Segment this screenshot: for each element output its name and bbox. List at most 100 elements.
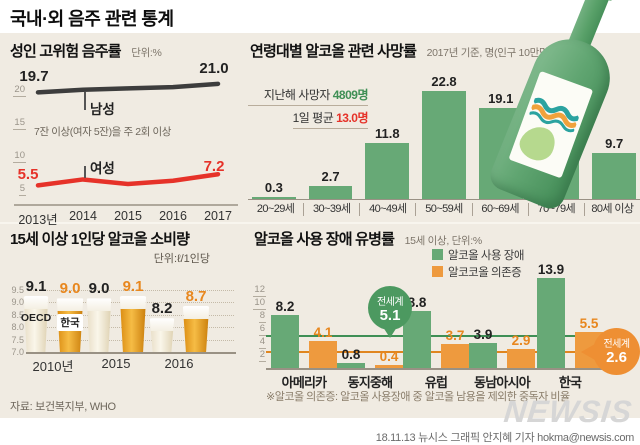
female-series-label: 여성: [90, 161, 115, 177]
legend-item-disorder: 알코올 사용 장애: [432, 246, 524, 263]
credit-line: 18.11.13 뉴시스 그래픽 안지혜 기자 hokma@newsis.com: [375, 432, 635, 444]
footer: [0, 418, 640, 445]
death-rate-bar: [422, 90, 466, 199]
y-axis-tick: 7.0: [11, 347, 24, 357]
y-axis-tick: 9.0: [11, 297, 24, 308]
death-toll-annotation: 지난해 사망자 4809명 1일 평균 13.0명: [248, 86, 369, 129]
female-label-connector: [84, 166, 86, 179]
x-axis-label: 2015: [114, 209, 142, 223]
region-label: 동남아시아: [474, 375, 531, 390]
y-axis-tick: 8.0: [11, 322, 24, 333]
legend-swatch-orange: [432, 266, 443, 277]
dependence-value-label: 0.4: [379, 349, 399, 365]
bottle-label: [508, 70, 594, 179]
beer-liquid: [86, 311, 112, 352]
beer-foam: [119, 295, 147, 309]
legend-swatch-green: [432, 249, 443, 260]
disorder-bar: [271, 314, 299, 368]
chart-footnote: ※알코올 의존증: 알코올 사용장애 중 알코올 남용을 제외한 중독자 비율: [266, 391, 570, 403]
disorder-bar: [537, 277, 565, 368]
legend-label: 알코코올 의존증: [448, 266, 522, 279]
disorder-bar: [337, 362, 365, 368]
beer-glass-korea: [182, 305, 210, 352]
line-chart-svg: [14, 81, 238, 206]
dependence-value-label: 3.7: [445, 327, 465, 343]
data-source: 자료: 보건복지부, WHO: [10, 401, 116, 413]
x-axis-label: 2016: [159, 209, 187, 223]
label-mountain-icon: [514, 120, 561, 166]
world-average-balloon-dependence: 전세계 2.6: [593, 328, 640, 375]
unit-label: 15세 이상, 단위:%: [404, 235, 483, 247]
beer-liquid: [182, 318, 210, 352]
male-end-value: 21.0: [199, 60, 229, 77]
section-title-row: 성인 고위험 음주률 단위:%: [10, 40, 162, 61]
region-label: 동지중해: [347, 375, 393, 390]
annotation-value: 13.0명: [336, 111, 368, 125]
balloon-value: 5.1: [379, 307, 401, 324]
year-label: 2010년: [32, 359, 74, 374]
y-tick-value: 20: [13, 84, 26, 98]
y-tick-value: 8: [258, 310, 266, 323]
series-line-남성: [35, 81, 221, 95]
disorder-value-label: 3.9: [473, 326, 493, 342]
y-tick-value: 10: [253, 297, 266, 310]
dependence-bar: [309, 341, 337, 368]
y-axis-tick: 4: [252, 336, 266, 349]
female-end-value: 7.2: [203, 158, 225, 175]
annotation-line-1: 지난해 사망자 4809명: [248, 86, 369, 106]
death-rate-bar: [252, 197, 296, 199]
bar-value-label: 2.7: [321, 169, 340, 185]
age-group-label: 80세 이상: [583, 203, 640, 216]
chart-legend: 알코올 사용 장애 알코코올 의존증: [432, 246, 524, 280]
section-high-risk-drinking: 성인 고위험 음주률 단위:% 20 15 10 5 2013년 2014 2015 2016…: [8, 40, 242, 227]
male-start-value: 19.7: [19, 68, 49, 85]
male-series-label: 남성: [90, 101, 115, 117]
y-tick-value: 4: [258, 336, 266, 349]
age-group-label: 30~39세: [303, 203, 359, 216]
disorder-value-label: 8.8: [407, 294, 427, 310]
x-axis-label: 2014: [69, 209, 97, 223]
beer-glass-oecd: [149, 318, 175, 352]
x-axis-label: 2017: [204, 209, 232, 223]
balloon-label: 전세계: [603, 339, 630, 350]
beer-foam: [56, 298, 84, 312]
y-axis-tick: 10: [252, 297, 266, 310]
year-label: 2016: [164, 356, 194, 371]
section-divider: [0, 222, 640, 224]
series-line-여성: [35, 171, 221, 188]
annotation-line-2-wrap: 1일 평균 13.0명: [248, 109, 368, 129]
y-axis-tick: 7.5: [11, 334, 24, 345]
oecd-value-label: 9.0: [88, 280, 110, 298]
basis-label: 2017년 기준, 명(인구 10만명당): [426, 47, 562, 59]
x-axis-line: [26, 352, 236, 354]
dependence-value-label: 5.5: [579, 316, 599, 332]
y-tick-value: 2: [258, 349, 266, 362]
section-title-row: 연령대별 알코올 관련 사망률 2017년 기준, 명(인구 10만명당): [250, 40, 561, 61]
bar-value-label: 19.1: [488, 91, 514, 107]
beer-foam: [182, 305, 210, 319]
label-wave-icon: [528, 97, 580, 133]
korea-tag: 한국: [57, 314, 83, 332]
world-average-balloon-disorder: 전세계 5.1: [368, 286, 412, 330]
bar-column: 2.7: [308, 169, 353, 199]
unit-label: 단위:%: [131, 47, 162, 59]
dependence-bar: [441, 343, 469, 368]
beer-liquid: [119, 308, 147, 352]
region-label: 한국: [558, 375, 582, 390]
y-axis-tick: 12: [252, 284, 266, 297]
section-title: 알코올 사용 장애 유병률: [254, 231, 395, 248]
disorder-value-label: 0.8: [341, 346, 361, 362]
female-start-value: 5.5: [17, 166, 39, 183]
legend-label: 알코올 사용 장애: [448, 249, 524, 262]
dependence-value-label: 2.9: [511, 333, 531, 349]
balloon-pointer-down-icon: [383, 327, 397, 338]
bar-column: 0.3: [252, 180, 296, 199]
section-title-row: 15세 이상 1인당 알코올 소비량: [10, 228, 190, 249]
age-group-label: 40~49세: [359, 203, 415, 216]
section-use-disorder-prevalence: 알코올 사용 장애 유병률 15세 이상, 단위:% 알코올 사용 장애 알코코…: [252, 228, 640, 418]
bar-column: 11.8: [365, 126, 410, 199]
y-axis-tick: 8: [252, 310, 266, 323]
dependence-bar: [375, 365, 403, 368]
bar-value-label: 11.8: [375, 126, 400, 142]
